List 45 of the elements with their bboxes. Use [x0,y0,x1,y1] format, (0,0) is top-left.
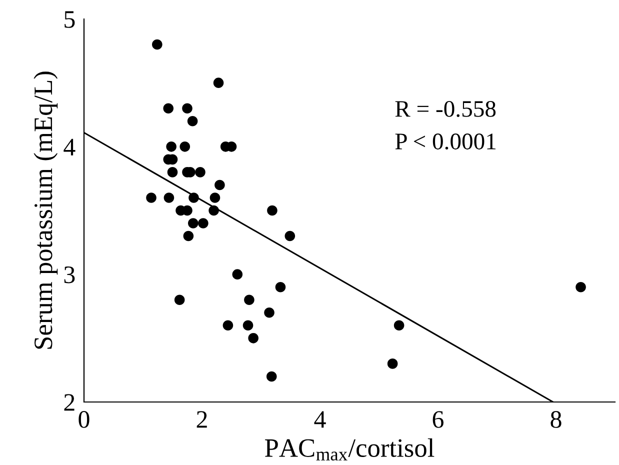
point [187,116,198,126]
y-axis-title: Serum potassium (mEq/L) [34,72,58,349]
point [188,192,199,203]
point [146,192,156,203]
point [164,192,174,203]
point [188,218,198,228]
annotation: R = -0.558 [395,100,496,117]
y-tick-label: 2 [64,394,74,411]
point [244,294,254,306]
point [167,167,178,178]
y-tick-label: 3 [64,266,75,284]
point [198,218,208,228]
point [576,282,586,292]
point [166,142,176,152]
point [152,39,162,50]
point [387,358,398,369]
point [394,320,404,331]
point [210,192,220,203]
point [163,103,174,114]
point [284,230,296,242]
x-tick-label: 2 [196,411,207,428]
point [182,103,192,114]
point [264,307,274,318]
x-tick-label: 0 [78,411,90,428]
point [214,180,225,190]
point [183,230,194,242]
point [213,78,224,88]
annotation: P < 0.0001 [395,134,496,150]
point [222,320,234,331]
point [180,142,190,152]
point [195,167,206,178]
point [242,320,254,331]
point [208,205,219,216]
x-tick-label: 4 [314,411,326,428]
x-tick-label: 8 [550,411,562,428]
y-tick-label: 4 [64,138,76,156]
point [266,371,277,382]
point [275,282,286,292]
x-axis-title: PAC$_{max}$/cortisol [265,438,434,461]
point [174,294,185,306]
x-tick-label: 6 [432,411,444,428]
point [232,269,243,280]
point [248,333,258,344]
point [267,205,278,216]
y-tick-label: 5 [64,11,75,28]
